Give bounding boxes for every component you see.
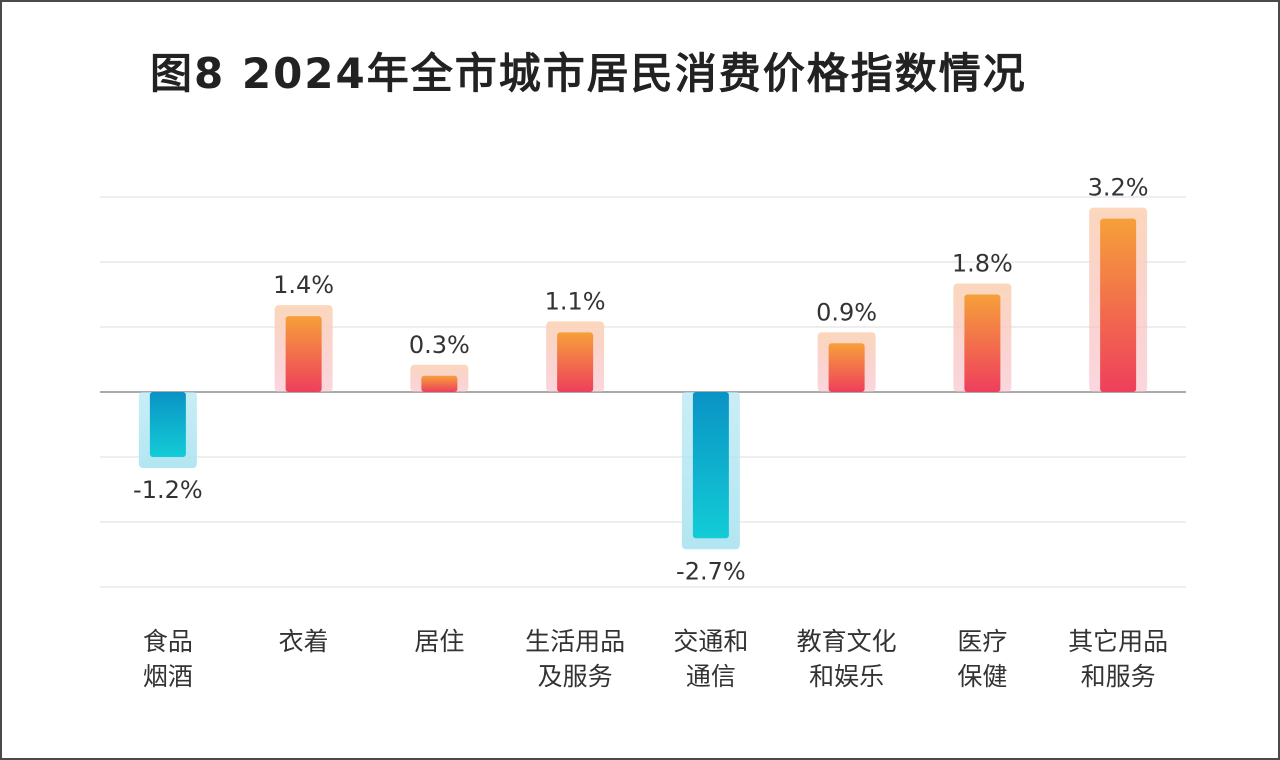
bar-value-label: 3.2% xyxy=(1088,174,1149,202)
category-label: 通信 xyxy=(686,662,736,691)
bar-value-label: 0.9% xyxy=(816,298,877,326)
category-label: 和娱乐 xyxy=(809,662,884,691)
chart-title: 图8 2024年全市城市居民消费价格指数情况 xyxy=(150,49,1027,98)
category-label: 保健 xyxy=(957,662,1007,691)
bar-value-label: 0.3% xyxy=(409,331,470,359)
bar-value-label: -2.7% xyxy=(676,557,746,585)
category-label: 其它用品 xyxy=(1068,627,1168,656)
category-label: 生活用品 xyxy=(525,627,625,656)
bar xyxy=(828,343,865,392)
bars xyxy=(138,207,1148,550)
value-labels: -1.2% 1.4% 0.3% 1.1% -2.7% 0.9% 1.8% 3.2% xyxy=(133,174,1149,586)
bar xyxy=(557,332,594,392)
category-label: 衣着 xyxy=(279,627,329,656)
bar-value-label: 1.4% xyxy=(273,271,334,299)
bar-value-label: 1.1% xyxy=(545,287,606,315)
bar xyxy=(285,316,322,392)
category-label: 和服务 xyxy=(1081,662,1156,691)
bar-value-label: -1.2% xyxy=(133,476,203,504)
category-label: 交通和 xyxy=(673,627,748,656)
category-label: 医疗 xyxy=(957,627,1007,656)
category-label: 教育文化 xyxy=(797,627,897,656)
category-label: 烟酒 xyxy=(143,662,193,691)
bar xyxy=(149,392,186,457)
grid-lines xyxy=(100,196,1186,588)
bar xyxy=(1100,218,1137,392)
bar xyxy=(964,294,1001,392)
category-label: 及服务 xyxy=(538,662,613,691)
category-label: 居住 xyxy=(414,627,464,656)
bar xyxy=(692,392,729,539)
category-label: 食品 xyxy=(143,627,193,656)
bar xyxy=(421,375,458,392)
bar-value-label: 1.8% xyxy=(952,250,1013,278)
